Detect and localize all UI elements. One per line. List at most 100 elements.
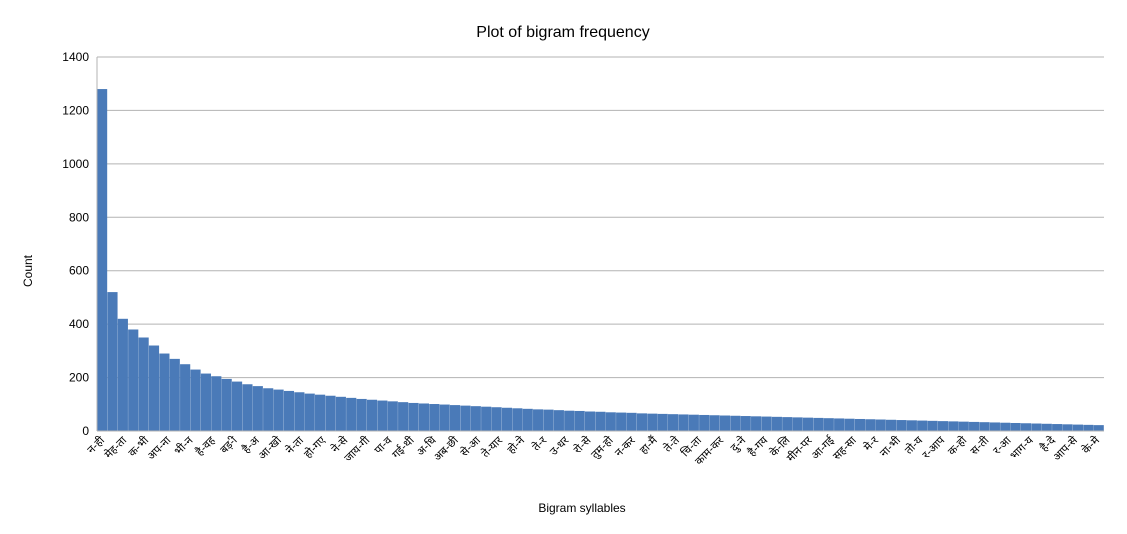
bar bbox=[501, 407, 513, 431]
bar bbox=[1052, 424, 1063, 431]
bar bbox=[885, 419, 897, 431]
bar bbox=[802, 417, 814, 431]
bar bbox=[522, 408, 533, 431]
x-tick-label: मेह-ता bbox=[102, 434, 129, 461]
x-tick-label: गई-थी bbox=[390, 434, 417, 461]
bar bbox=[927, 420, 938, 431]
bar bbox=[180, 364, 191, 431]
y-tick-label: 400 bbox=[69, 317, 89, 331]
bar bbox=[97, 89, 108, 431]
bar bbox=[315, 394, 326, 431]
bar bbox=[906, 420, 917, 431]
x-tick-label: है-वह bbox=[193, 434, 218, 459]
bar bbox=[252, 386, 263, 431]
bar bbox=[533, 409, 544, 431]
bar bbox=[761, 416, 772, 431]
bar bbox=[1093, 425, 1104, 431]
bar bbox=[709, 415, 720, 431]
bar bbox=[221, 378, 232, 431]
x-tick-label: अब-छी bbox=[431, 434, 461, 464]
bar bbox=[304, 393, 315, 431]
x-tick-label: ते-यार bbox=[479, 434, 505, 460]
bar bbox=[823, 418, 834, 431]
y-tick-label: 800 bbox=[69, 210, 89, 224]
bar bbox=[553, 410, 564, 431]
bar bbox=[366, 399, 378, 431]
y-tick-label: 200 bbox=[69, 371, 89, 385]
bar bbox=[1031, 423, 1042, 431]
x-tick-label: तुम-हो bbox=[588, 434, 615, 461]
bar bbox=[377, 400, 388, 431]
bar bbox=[948, 421, 959, 431]
bar bbox=[616, 412, 627, 431]
bar bbox=[387, 401, 398, 431]
bar bbox=[1020, 423, 1032, 431]
bar bbox=[231, 381, 243, 431]
bar bbox=[481, 406, 492, 431]
bar bbox=[346, 397, 357, 431]
x-tick-label: हो-गए bbox=[301, 433, 328, 460]
chart-title: Plot of bigram frequency bbox=[476, 24, 649, 41]
bar bbox=[626, 412, 637, 431]
bar bbox=[896, 420, 907, 431]
x-tick-label: न-कर bbox=[612, 434, 638, 460]
bar bbox=[335, 396, 346, 431]
bar bbox=[595, 411, 606, 431]
y-axis-ticks: 0 200 400 600 800 1000 1200 1400 bbox=[62, 50, 89, 438]
y-tick-label: 1200 bbox=[62, 103, 89, 117]
bar bbox=[325, 395, 336, 431]
bar bbox=[937, 421, 949, 431]
bar bbox=[356, 398, 367, 431]
bar bbox=[1083, 424, 1094, 431]
x-tick-label: अप-ना bbox=[145, 434, 174, 463]
bar bbox=[543, 409, 554, 431]
x-tick-label: है-गय bbox=[745, 433, 770, 458]
bar bbox=[792, 417, 803, 431]
bar bbox=[719, 415, 731, 431]
bar bbox=[979, 422, 990, 431]
bar bbox=[865, 419, 876, 431]
bar bbox=[647, 413, 658, 431]
bar bbox=[190, 369, 201, 431]
x-tick-label: बड़-ी bbox=[218, 434, 240, 456]
bar bbox=[128, 329, 139, 431]
bar bbox=[408, 402, 419, 431]
bar bbox=[875, 419, 886, 431]
bar bbox=[1010, 422, 1021, 431]
y-tick-label: 0 bbox=[82, 424, 89, 438]
bar bbox=[813, 417, 824, 431]
bar bbox=[989, 422, 1000, 431]
bar bbox=[263, 388, 274, 431]
bar bbox=[1062, 424, 1073, 431]
bar bbox=[969, 421, 980, 431]
bar bbox=[699, 414, 710, 431]
bar bbox=[211, 376, 222, 431]
x-tick-label: भी-न bbox=[172, 433, 196, 457]
bar bbox=[564, 410, 575, 431]
bar bbox=[636, 413, 648, 431]
bar bbox=[200, 373, 211, 431]
bar bbox=[242, 384, 253, 431]
bar bbox=[605, 412, 616, 431]
bar bbox=[470, 406, 481, 431]
bar bbox=[169, 358, 180, 431]
x-tick-label: आप-से bbox=[1050, 434, 1080, 464]
bar bbox=[667, 414, 679, 431]
x-axis-ticks: न-हीमेह-ताक-भीअप-नाभी-नहै-वह बड़-ी है-अआ-ख… bbox=[85, 433, 1103, 468]
bar bbox=[740, 416, 751, 431]
bar bbox=[958, 421, 969, 431]
bar bbox=[283, 390, 295, 431]
bar bbox=[917, 420, 928, 431]
bar bbox=[138, 337, 149, 431]
bar bbox=[782, 417, 793, 431]
bar bbox=[678, 414, 689, 431]
bar bbox=[398, 402, 409, 431]
x-tick-label: मीन-पर bbox=[784, 434, 815, 465]
bar bbox=[273, 389, 284, 431]
x-tick-label: से-आ bbox=[458, 433, 484, 459]
y-tick-label: 1400 bbox=[62, 50, 89, 64]
bar bbox=[657, 413, 668, 431]
bar bbox=[491, 407, 502, 431]
bar bbox=[449, 405, 461, 431]
